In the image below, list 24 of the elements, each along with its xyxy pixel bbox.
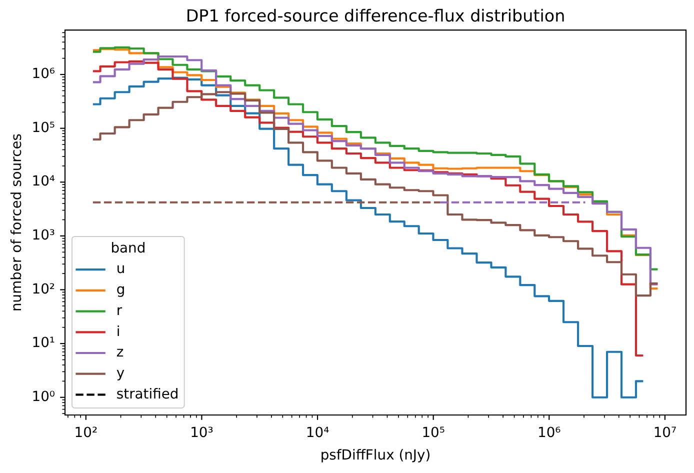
- x-tick-label: 10⁴: [306, 424, 330, 441]
- legend-label: z: [116, 344, 124, 361]
- y-tick-label: 10³: [32, 228, 55, 244]
- x-tick-label: 10²: [74, 424, 98, 441]
- legend-label: i: [116, 324, 120, 340]
- x-axis-title: psfDiffFlux (nJy): [320, 447, 431, 464]
- y-tick-label: 10⁵: [32, 120, 55, 136]
- y-axis-title: number of forced sources: [8, 134, 25, 312]
- legend-label: g: [116, 282, 126, 298]
- chart-title: DP1 forced-source difference-flux distribution: [186, 5, 566, 26]
- y-tick-label: 10²: [32, 281, 55, 298]
- legend-title: band: [110, 240, 146, 256]
- y-tick-label: 10⁶: [32, 66, 56, 82]
- x-tick-label: 10⁷: [653, 424, 677, 441]
- legend-label: r: [116, 302, 122, 319]
- y-tick-label: 10⁴: [32, 174, 56, 190]
- x-tick-label: 10⁵: [422, 424, 445, 441]
- legend-label: u: [116, 261, 126, 278]
- legend-label: y: [116, 365, 125, 382]
- y-tick-label: 10¹: [32, 335, 55, 352]
- y-tick-label: 10⁰: [32, 388, 56, 405]
- legend-label: stratified: [116, 386, 179, 402]
- x-tick-label: 10⁶: [538, 424, 562, 441]
- x-tick-label: 10³: [190, 424, 214, 441]
